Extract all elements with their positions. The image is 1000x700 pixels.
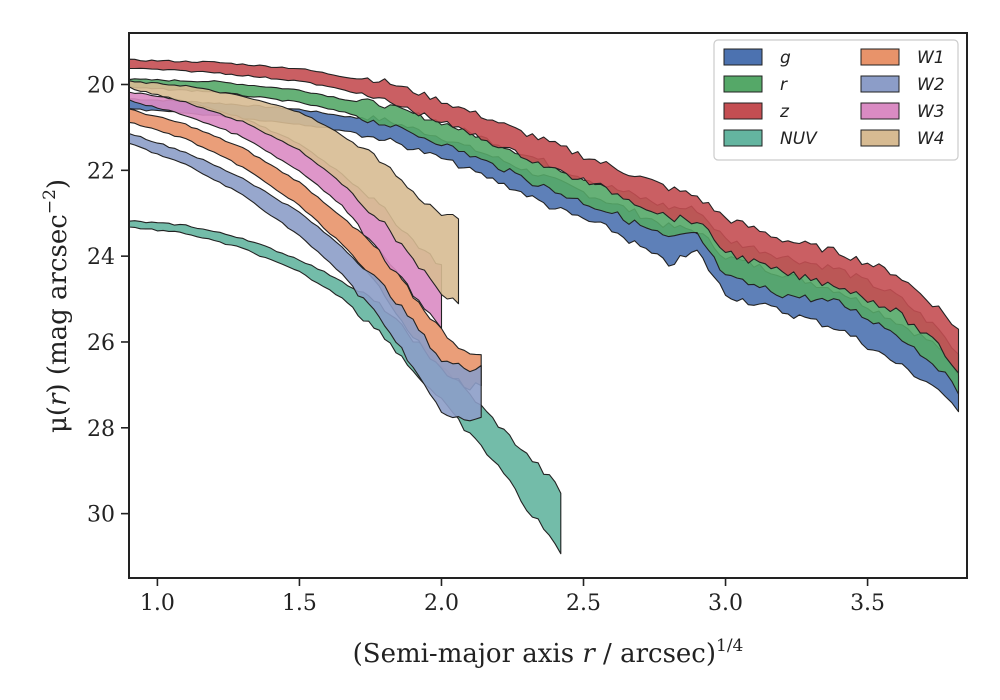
legend-swatch-w1 — [860, 48, 900, 66]
legend-swatch-w2 — [860, 75, 900, 93]
legend-swatch-z — [723, 102, 763, 120]
legend-label-w1: W1 — [917, 48, 945, 68]
x-tick-label: 3.5 — [850, 591, 885, 616]
y-tick-label: 20 — [87, 73, 115, 98]
plot-frame — [128, 32, 968, 579]
y-tick-label: 26 — [87, 331, 115, 356]
x-tick-label: 2.5 — [566, 591, 601, 616]
x-axis-label: (Semi-major axis r / arcsec)1/4 — [353, 636, 744, 669]
legend-label-nuv: NUV — [780, 129, 818, 149]
band-w4 — [128, 80, 460, 305]
x-axis-ticks: 1.0 1.5 2.0 2.5 3.0 3.5 — [140, 578, 885, 616]
profile-bands — [128, 58, 960, 555]
band-w2 — [128, 132, 482, 422]
legend-label-r: r — [780, 75, 788, 95]
legend-swatch-w3 — [860, 102, 900, 120]
y-tick-label: 24 — [87, 245, 115, 270]
x-tick-label: 1.5 — [282, 591, 317, 616]
y-axis-ticks: 20 22 24 26 28 30 — [87, 73, 129, 528]
legend: grz NUV W1 W2 W3 W4 — [713, 39, 959, 161]
band-nuv — [128, 220, 562, 555]
x-tick-label: 1.0 — [140, 591, 175, 616]
y-tick-label: 28 — [87, 417, 115, 442]
legend-label-w2: W2 — [917, 75, 945, 95]
legend-swatch-nuv — [723, 129, 763, 147]
band-z — [128, 58, 960, 374]
legend-swatch-w4 — [860, 129, 900, 147]
legend-label-w4: W4 — [917, 129, 945, 149]
legend-label-g: g — [780, 48, 791, 68]
legend-swatch-g — [723, 48, 763, 66]
band-r — [128, 78, 960, 395]
legend-label-z: z — [779, 102, 790, 122]
y-axis-label: μ(r) (mag arcsec−2) — [40, 179, 73, 433]
legend-swatch-r — [723, 75, 763, 93]
y-tick-label: 30 — [87, 503, 115, 528]
y-tick-label: 22 — [87, 159, 115, 184]
legend-label-w3: W3 — [917, 102, 945, 122]
x-tick-label: 2.0 — [424, 591, 459, 616]
x-tick-label: 3.0 — [708, 591, 743, 616]
